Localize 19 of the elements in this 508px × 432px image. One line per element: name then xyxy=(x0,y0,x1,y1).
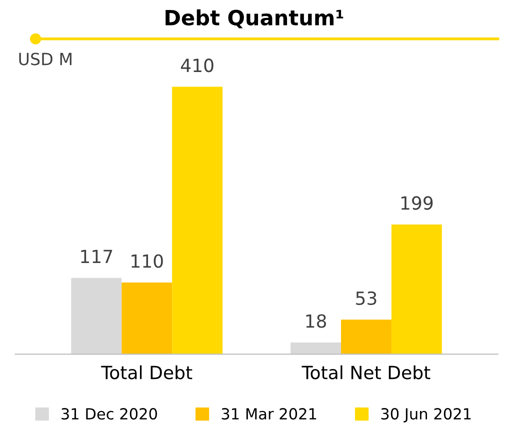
legend-label: 30 Jun 2021 xyxy=(381,408,471,422)
data-label: 53 xyxy=(356,291,376,306)
legend-label: 31 Dec 2020 xyxy=(62,408,157,420)
data-label: 110 xyxy=(132,254,163,268)
legend-label: 31 Mar 2021 xyxy=(222,408,316,420)
data-label: 199 xyxy=(401,196,433,210)
data-label: 410 xyxy=(180,58,214,72)
bar xyxy=(71,278,122,354)
y-axis-title: USD M xyxy=(19,52,72,66)
data-label: 117 xyxy=(81,250,112,264)
bar xyxy=(122,282,172,354)
data-label: 18 xyxy=(306,314,326,328)
bar xyxy=(172,86,223,354)
x-tick-label: Total Debt xyxy=(101,365,192,380)
bar xyxy=(391,224,442,354)
bar xyxy=(290,342,341,354)
chart-title: Debt Quantum¹ xyxy=(166,9,344,28)
x-tick-label: Total Net Debt xyxy=(302,365,430,380)
bar xyxy=(340,320,392,354)
